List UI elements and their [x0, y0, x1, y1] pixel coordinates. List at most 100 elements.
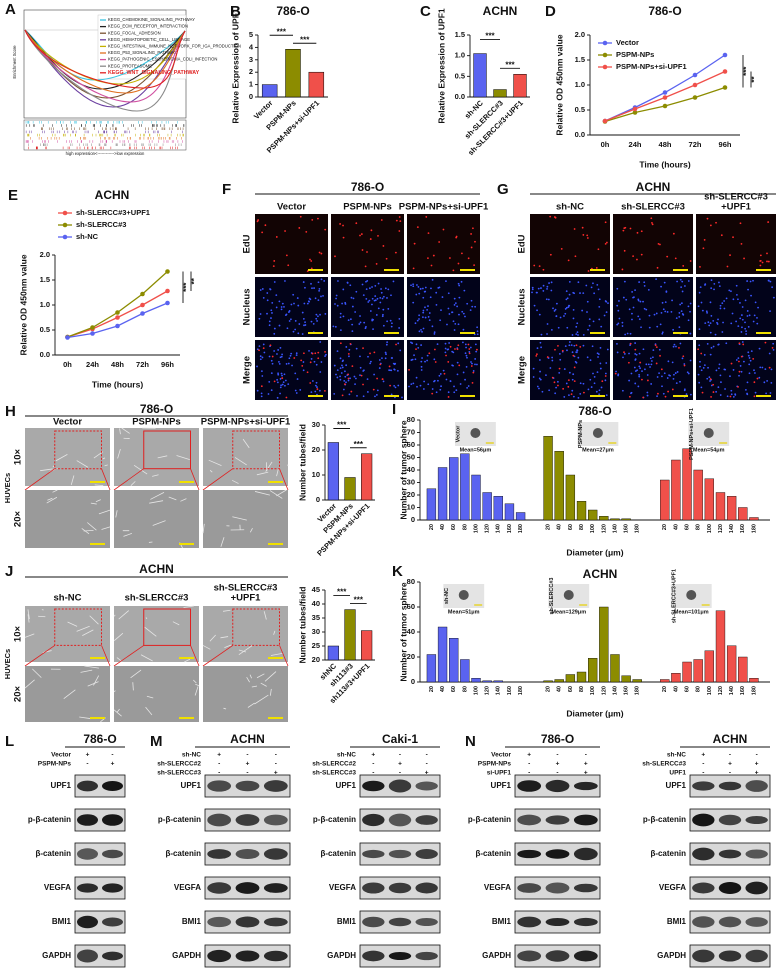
- legend-label: KEGG_CHEMOKINE_SIGNALING_PATHWAY: [108, 17, 195, 22]
- protein-label: GAPDH: [172, 951, 201, 960]
- nucleus: [700, 386, 703, 389]
- nucleus: [433, 358, 436, 361]
- nucleus: [735, 359, 738, 361]
- nucleus: [680, 302, 683, 305]
- nucleus: [676, 371, 679, 373]
- row-label: Nucleus: [242, 289, 253, 326]
- edu-cell: [561, 349, 564, 352]
- nucleus: [302, 281, 305, 283]
- panel-label: B: [230, 3, 241, 20]
- blot-band: [77, 814, 98, 826]
- nucleus: [319, 371, 322, 373]
- nucleus: [621, 389, 624, 392]
- nucleus: [670, 310, 673, 313]
- nucleus: [304, 321, 306, 324]
- protein-label: GAPDH: [42, 951, 71, 960]
- edu-cell: [438, 241, 441, 243]
- nucleus: [548, 282, 550, 284]
- nucleus: [686, 371, 689, 374]
- panel-label: M: [150, 733, 163, 750]
- x-tick-label: 180: [635, 524, 641, 533]
- nucleus: [698, 344, 701, 347]
- tube: [42, 650, 52, 653]
- edu-cell: [272, 265, 275, 268]
- x-tick-label: 140: [496, 524, 502, 533]
- nucleus: [638, 352, 641, 355]
- nucleus: [689, 393, 692, 396]
- nucleus: [749, 280, 752, 283]
- tube: [231, 479, 239, 484]
- inset-label: sh-NC: [444, 588, 450, 604]
- column-header: +UPF1: [231, 593, 262, 604]
- edu-cell: [362, 383, 364, 386]
- point: [632, 106, 638, 112]
- blot-band: [745, 881, 768, 895]
- tube: [80, 669, 93, 673]
- nucleus: [359, 374, 361, 377]
- point: [722, 69, 728, 74]
- nucleus: [445, 378, 448, 381]
- tube: [150, 492, 165, 500]
- nucleus: [465, 354, 468, 357]
- nucleus: [320, 278, 323, 281]
- nucleus: [391, 322, 393, 325]
- y-axis-label: Relative OD 450nm value: [554, 34, 564, 135]
- point: [115, 310, 120, 315]
- nucleus: [377, 282, 380, 285]
- bar: [437, 626, 448, 683]
- edu-cell: [605, 241, 608, 244]
- condition-sign: -: [372, 761, 374, 768]
- condition-sign: -: [111, 752, 113, 759]
- edu-cell: [738, 370, 741, 373]
- blot-band: [415, 781, 438, 791]
- inset-label: sh-SLERCC#3+UPF1: [671, 569, 677, 623]
- blot-band: [263, 917, 288, 927]
- point: [722, 85, 728, 90]
- nucleus: [446, 323, 448, 326]
- blot-band: [77, 848, 98, 860]
- blot-band: [415, 951, 438, 961]
- nucleus: [741, 318, 744, 321]
- nucleus: [366, 378, 369, 381]
- inset-sphere: [592, 428, 603, 438]
- es-curve: [24, 29, 186, 89]
- bar: [327, 645, 339, 661]
- nucleus: [596, 371, 599, 374]
- edu-cell: [682, 265, 685, 267]
- x-tick-label: 180: [751, 524, 757, 533]
- nucleus: [415, 343, 418, 346]
- nucleus: [643, 281, 646, 284]
- significance: **: [750, 76, 759, 83]
- tube: [113, 632, 124, 642]
- tube: [76, 625, 90, 632]
- zoom-box: [143, 430, 191, 470]
- nucleus: [650, 360, 653, 362]
- nucleus: [428, 312, 431, 314]
- y-tick-label: 1.5: [40, 275, 50, 284]
- nucleus: [647, 363, 650, 366]
- nucleus: [371, 297, 374, 300]
- nucleus: [741, 341, 744, 343]
- nucleus: [621, 325, 624, 327]
- nucleus: [423, 380, 426, 383]
- nucleus: [737, 357, 740, 360]
- nucleus: [706, 342, 709, 345]
- edu-cell: [551, 376, 554, 379]
- edu-cell: [468, 352, 471, 355]
- nucleus: [551, 359, 554, 362]
- nucleus: [453, 329, 456, 331]
- nucleus: [598, 318, 601, 321]
- blot-band: [362, 813, 385, 827]
- nucleus: [378, 359, 381, 361]
- nucleus: [359, 315, 361, 317]
- nucleus: [349, 318, 352, 321]
- blot-band: [235, 814, 260, 826]
- tube: [55, 454, 68, 462]
- tube: [247, 702, 255, 708]
- blot-band: [745, 917, 768, 927]
- edu-cell: [729, 254, 731, 257]
- y-tick-label: 0: [411, 677, 415, 686]
- tube: [52, 465, 55, 468]
- edu-cell: [709, 378, 712, 380]
- edu-cell: [281, 377, 284, 379]
